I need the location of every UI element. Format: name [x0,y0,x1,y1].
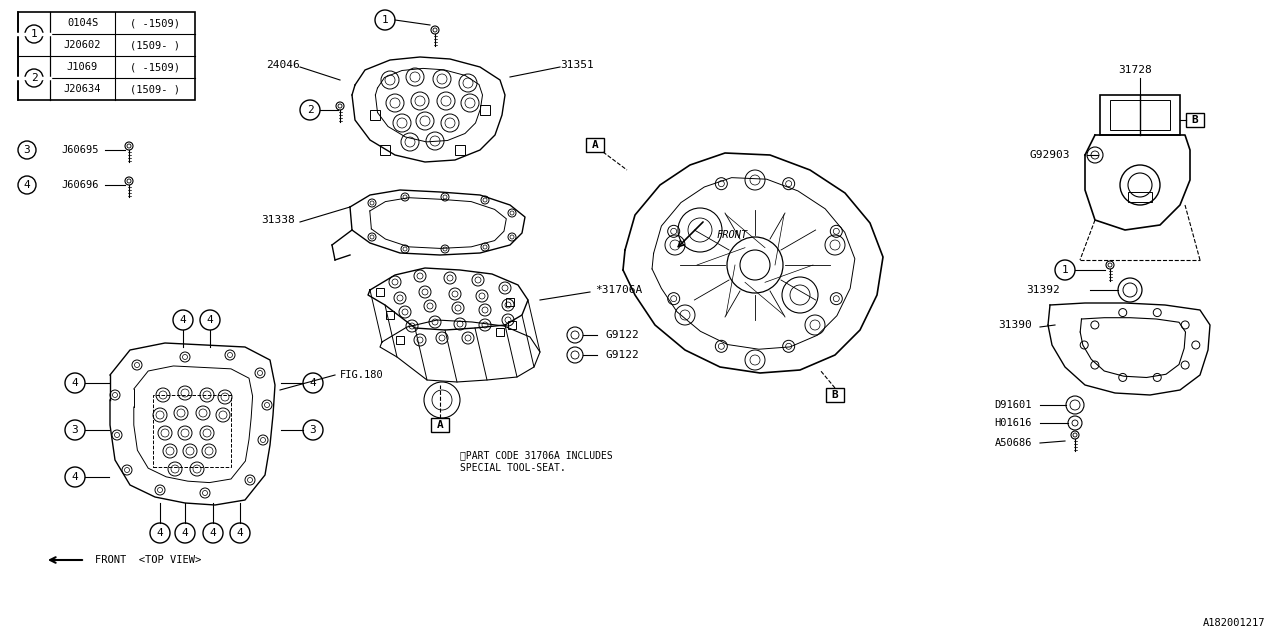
Text: 2: 2 [307,105,314,115]
Text: ( -1509): ( -1509) [131,18,180,28]
Text: G9122: G9122 [605,330,639,340]
Text: FIG.180: FIG.180 [340,370,384,380]
Text: A: A [591,140,598,150]
Bar [18,12,195,100]
Bar [1128,192,1152,202]
Bar [506,298,515,306]
Text: 31338: 31338 [261,215,294,225]
Text: 31392: 31392 [1027,285,1060,295]
Text: A: A [436,420,443,430]
Text: 4: 4 [72,378,78,388]
Bar [376,288,384,296]
Text: 24046: 24046 [266,60,300,70]
Text: ( -1509): ( -1509) [131,62,180,72]
Bar [454,145,465,155]
Text: A182001217: A182001217 [1202,618,1265,628]
Bar [1100,95,1180,135]
Text: (1509- ): (1509- ) [131,40,180,50]
Bar [380,145,390,155]
Text: (1509- ): (1509- ) [131,84,180,94]
Text: FRONT: FRONT [717,230,749,240]
Text: 3: 3 [310,425,316,435]
Bar [1187,113,1204,127]
Text: 31728: 31728 [1119,65,1152,75]
Text: 4: 4 [310,378,316,388]
Text: G92903: G92903 [1029,150,1070,160]
Text: 4: 4 [179,315,187,325]
Text: 4: 4 [237,528,243,538]
Text: SPECIAL TOOL-SEAT.: SPECIAL TOOL-SEAT. [460,463,566,473]
Bar [370,110,380,120]
Text: FRONT  <TOP VIEW>: FRONT <TOP VIEW> [95,555,201,565]
Text: 3: 3 [23,145,31,155]
Text: 4: 4 [210,528,216,538]
Bar [497,328,504,336]
Text: 4: 4 [206,315,214,325]
Bar [480,105,490,115]
Bar [586,138,604,152]
Text: 1: 1 [1061,265,1069,275]
Text: J20602: J20602 [64,40,101,50]
Bar [508,321,516,329]
Text: 1: 1 [31,29,37,39]
Text: H01616: H01616 [995,418,1032,428]
Text: B: B [832,390,838,400]
Text: 31351: 31351 [561,60,594,70]
Bar [431,418,449,432]
Bar [1110,100,1170,130]
Text: D91601: D91601 [995,400,1032,410]
Text: 4: 4 [156,528,164,538]
Text: 2: 2 [31,73,37,83]
Text: 0104S: 0104S [67,18,99,28]
Bar [154,395,230,467]
Text: 31390: 31390 [998,320,1032,330]
Text: 4: 4 [72,472,78,482]
Text: 1: 1 [381,15,388,25]
Text: J1069: J1069 [67,62,99,72]
Text: J60695: J60695 [61,145,99,155]
Text: A50686: A50686 [995,438,1032,448]
Text: 4: 4 [182,528,188,538]
Text: G9122: G9122 [605,350,639,360]
Text: *31706A: *31706A [595,285,643,295]
Text: 4: 4 [23,180,31,190]
Text: ※PART CODE 31706A INCLUDES: ※PART CODE 31706A INCLUDES [460,450,613,460]
Bar [396,336,404,344]
Text: B: B [1192,115,1198,125]
Text: J60696: J60696 [61,180,99,190]
Text: J20634: J20634 [64,84,101,94]
Text: 3: 3 [72,425,78,435]
Bar [387,311,394,319]
Bar [826,388,844,402]
